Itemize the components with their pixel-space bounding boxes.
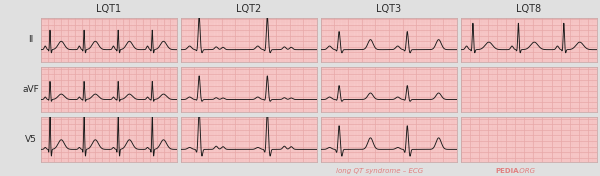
Text: PEDIA: PEDIA: [495, 168, 518, 174]
Text: LQT1: LQT1: [97, 4, 122, 14]
Text: II: II: [28, 35, 34, 44]
Text: LQT8: LQT8: [516, 4, 541, 14]
Text: V5: V5: [25, 135, 37, 144]
Text: .ORG: .ORG: [517, 168, 535, 174]
Text: LQT2: LQT2: [236, 4, 262, 14]
Text: aVF: aVF: [23, 85, 39, 94]
Text: LQT3: LQT3: [376, 4, 401, 14]
Text: long QT syndrome – ECG: long QT syndrome – ECG: [336, 168, 423, 174]
